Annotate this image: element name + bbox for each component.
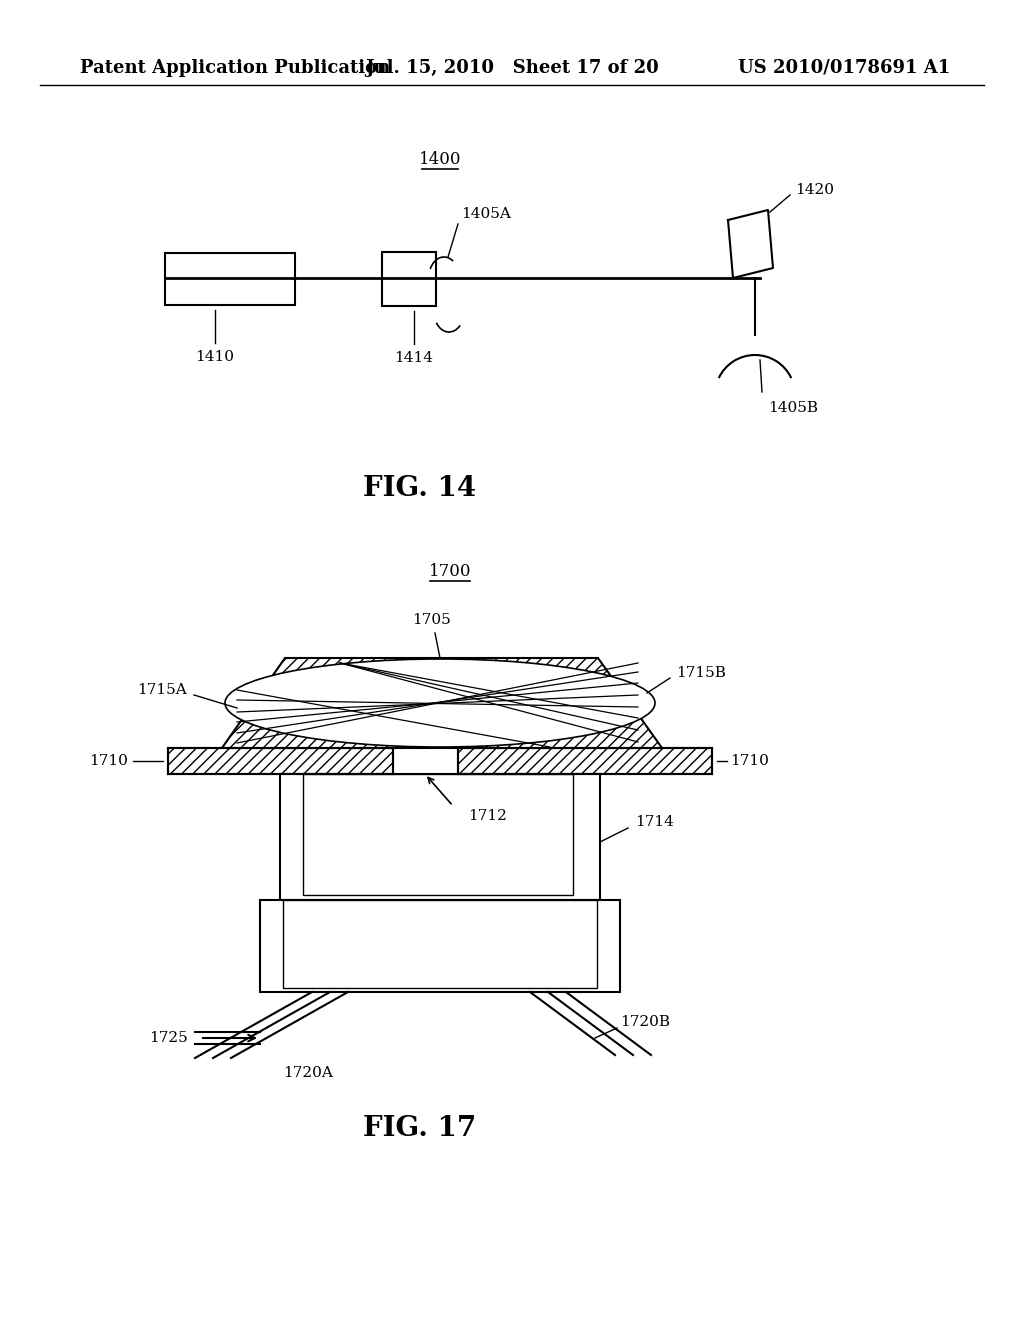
Bar: [280, 774, 600, 900]
Bar: [168, 748, 393, 774]
Text: 1712: 1712: [468, 809, 507, 822]
Text: Patent Application Publication: Patent Application Publication: [80, 59, 390, 77]
Text: US 2010/0178691 A1: US 2010/0178691 A1: [737, 59, 950, 77]
Text: Jul. 15, 2010   Sheet 17 of 20: Jul. 15, 2010 Sheet 17 of 20: [366, 59, 658, 77]
Text: 1405A: 1405A: [461, 207, 511, 220]
Text: 1705: 1705: [413, 612, 452, 627]
Bar: [165, 253, 295, 305]
Ellipse shape: [225, 659, 655, 747]
Text: FIG. 17: FIG. 17: [364, 1114, 476, 1142]
Text: 1714: 1714: [635, 814, 674, 829]
Text: 1715A: 1715A: [137, 682, 187, 697]
Text: 1420: 1420: [795, 183, 834, 197]
Text: 1715B: 1715B: [676, 667, 726, 680]
Text: 1700: 1700: [429, 564, 471, 581]
Text: 1725: 1725: [150, 1031, 188, 1045]
Text: 1414: 1414: [394, 351, 433, 366]
Text: 1400: 1400: [419, 152, 461, 169]
Text: 1710: 1710: [89, 754, 128, 768]
Text: 1720B: 1720B: [620, 1015, 670, 1030]
Text: 1720A: 1720A: [283, 1067, 333, 1080]
Text: FIG. 14: FIG. 14: [364, 474, 476, 502]
Bar: [382, 252, 436, 306]
Bar: [283, 900, 597, 987]
Text: 1405B: 1405B: [768, 401, 818, 414]
Polygon shape: [222, 657, 662, 748]
Text: 1710: 1710: [730, 754, 769, 768]
Bar: [260, 900, 620, 993]
Text: 1410: 1410: [196, 350, 234, 364]
Bar: [458, 748, 712, 774]
Bar: [303, 774, 573, 895]
